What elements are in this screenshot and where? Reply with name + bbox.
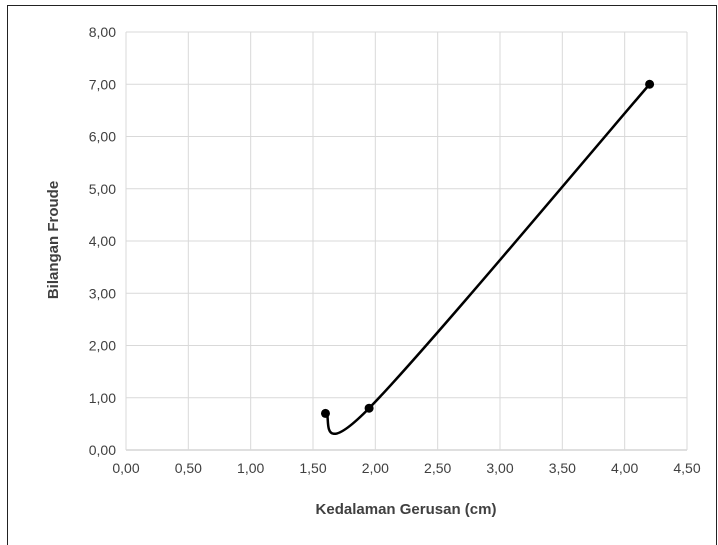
data-point — [364, 403, 374, 413]
x-tick-label: 2,50 — [424, 460, 451, 476]
x-tick-label: 4,00 — [611, 460, 638, 476]
data-point — [645, 79, 655, 89]
data-point — [320, 408, 330, 418]
x-tick-label: 1,50 — [299, 460, 326, 476]
x-tick-label: 1,00 — [237, 460, 264, 476]
y-tick-label: 0,00 — [89, 442, 116, 458]
grid — [125, 31, 688, 451]
x-tick-label: 4,50 — [673, 460, 700, 476]
y-tick-label: 5,00 — [89, 181, 116, 197]
x-tick-label: 0,00 — [112, 460, 139, 476]
x-axis-title: Kedalaman Gerusan (cm) — [316, 501, 497, 518]
y-tick-label: 6,00 — [89, 129, 116, 145]
y-tick-label: 7,00 — [89, 76, 116, 92]
y-axis-title: Bilangan Froude — [45, 181, 62, 299]
y-tick-labels: 0,00 1,00 2,00 3,00 4,00 5,00 6,00 7,00 8,00 — [89, 24, 116, 458]
y-tick-label: 1,00 — [89, 390, 116, 406]
chart-frame — [7, 5, 717, 545]
x-tick-label: 0,50 — [175, 460, 202, 476]
y-tick-label: 3,00 — [89, 285, 116, 301]
y-tick-label: 8,00 — [89, 24, 116, 40]
data-points — [320, 79, 655, 418]
x-tick-label: 3,00 — [486, 460, 513, 476]
y-tick-label: 4,00 — [89, 233, 116, 249]
x-tick-label: 3,50 — [549, 460, 576, 476]
series-line — [324, 83, 651, 435]
y-tick-label: 2,00 — [89, 338, 116, 354]
x-tick-label: 2,00 — [362, 460, 389, 476]
x-tick-labels: 0,00 0,50 1,00 1,50 2,00 2,50 3,00 3,50 4,00 4,50 — [112, 460, 700, 476]
